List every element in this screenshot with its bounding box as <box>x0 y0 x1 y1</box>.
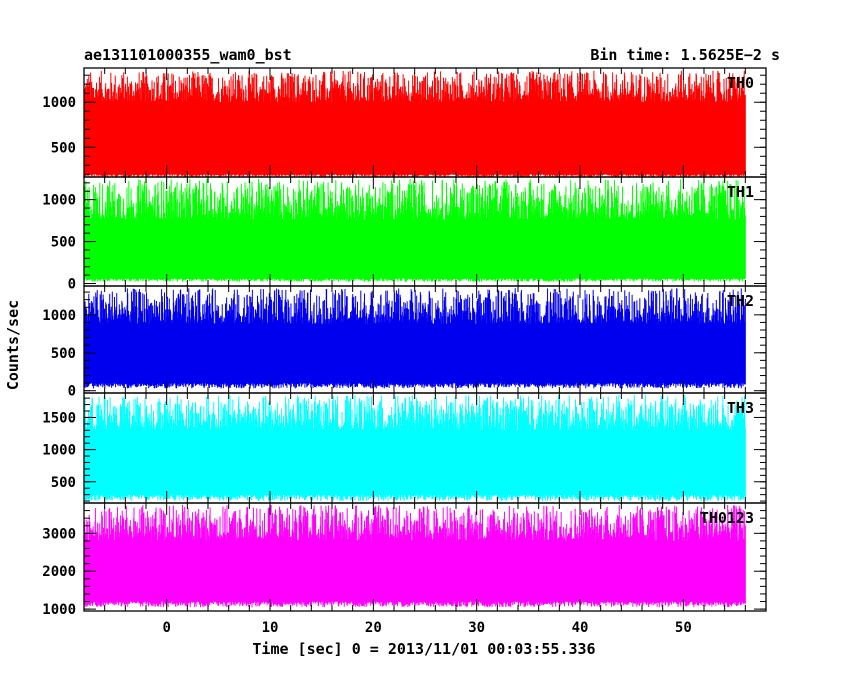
panel-th1-data <box>84 178 746 282</box>
panel-th2-data <box>84 288 746 389</box>
panel-label-th1: TH1 <box>727 183 754 201</box>
y-tick-label: 500 <box>51 235 76 251</box>
series-line-th0123 <box>84 504 746 608</box>
x-tick-label: 50 <box>675 620 692 636</box>
panel-label-th3: TH3 <box>727 399 754 417</box>
x-axis-label: Time [sec] 0 = 2013/11/01 00:03:55.336 <box>252 640 595 658</box>
panel-th2: 0 500 1000 TH2 <box>42 285 767 400</box>
series-line-th0 <box>84 70 746 177</box>
y-tick-label: 2000 <box>42 564 76 580</box>
x-tick-label: 0 <box>162 620 170 636</box>
panel-th0123-data <box>84 504 746 608</box>
panel-label-th2: TH2 <box>727 292 754 310</box>
y-axis-label: Counts/sec <box>4 300 22 390</box>
y-tick-label: 0 <box>68 276 76 292</box>
panel-th3-data <box>84 394 746 502</box>
panel-th0123: 1000 2000 3000 TH0123 <box>42 502 767 618</box>
y-tick-label: 3000 <box>42 526 76 542</box>
chart-title-left: ae131101000355_wam0_bst <box>84 46 292 64</box>
y-tick-label: 500 <box>51 346 76 362</box>
series-line-th2 <box>84 288 746 389</box>
y-tick-label: 500 <box>51 140 76 156</box>
y-tick-label: 0 <box>68 384 76 400</box>
panel-th0: 500 1000 TH0 <box>42 67 767 178</box>
y-tick-label: 1000 <box>42 193 76 209</box>
panel-label-th0: TH0 <box>727 74 754 92</box>
panel-th0-data <box>84 70 746 177</box>
x-tick-label: 40 <box>572 620 589 636</box>
x-tick-label: 20 <box>365 620 382 636</box>
panel-frame <box>83 502 767 612</box>
y-tick-label: 1500 <box>42 410 76 426</box>
y-tick-label: 1000 <box>42 443 76 459</box>
panel-label-th0123: TH0123 <box>700 509 754 527</box>
series-line-th1 <box>84 178 746 282</box>
y-tick-label: 1000 <box>42 308 76 324</box>
panel-th1: 0 500 1000 TH1 <box>42 176 767 292</box>
panel-th3: 500 1000 1500 TH3 <box>42 392 767 504</box>
y-tick-label: 1000 <box>42 95 76 111</box>
x-tick-label: 30 <box>468 620 485 636</box>
chart-title-right: Bin time: 1.5625E−2 s <box>590 46 780 64</box>
series-line-th3 <box>84 394 746 502</box>
y-tick-label: 1000 <box>42 602 76 618</box>
x-tick-label: 10 <box>262 620 279 636</box>
y-tick-label: 500 <box>51 475 76 491</box>
